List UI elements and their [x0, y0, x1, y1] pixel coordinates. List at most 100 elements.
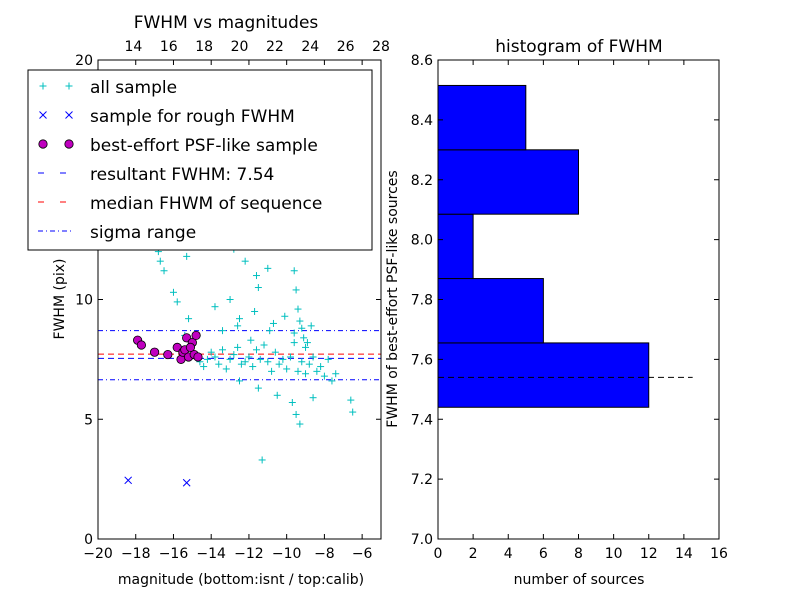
all-sample-point [347, 396, 355, 404]
legend-label-median-fwhm: median FHWM of sequence [90, 194, 322, 214]
all-sample-point [296, 317, 304, 325]
right-x-axis-label: number of sources [514, 572, 645, 588]
all-sample-point [169, 288, 177, 296]
legend-label-best-effort: best-effort PSF-like sample [90, 136, 318, 156]
right-x-tick-label: 8 [574, 546, 583, 562]
all-sample-point [234, 343, 242, 351]
all-sample-point [298, 324, 306, 332]
top-x-tick-label: 24 [301, 39, 319, 55]
best-effort-point [163, 349, 173, 360]
all-sample-point [281, 312, 289, 320]
right-x-tick-label: 12 [640, 546, 658, 562]
all-sample-point [283, 365, 291, 373]
all-sample-point [219, 327, 227, 335]
all-sample-point [298, 358, 306, 366]
all-sample-point [241, 257, 249, 265]
legend-box [27, 69, 373, 251]
all-sample-point [266, 327, 274, 335]
all-sample-point [292, 410, 300, 418]
all-sample-point [219, 346, 227, 354]
right-y-tick-label: 7.0 [411, 532, 433, 548]
rough-sample-point [124, 476, 133, 485]
all-sample-point [305, 360, 313, 368]
all-sample-point [290, 339, 298, 347]
all-sample-point [254, 384, 262, 392]
right-y-tick-label: 8.6 [411, 53, 433, 69]
legend-label-sigma-range: sigma range [90, 223, 196, 243]
left-x-tick-label: −6 [352, 546, 373, 562]
all-sample-point [230, 351, 238, 359]
all-sample-point [203, 355, 211, 363]
best-effort-point [193, 352, 203, 362]
top-x-tick-label: 26 [337, 39, 355, 55]
legend-label-resultant-fwhm: resultant FWHM: 7.54 [90, 165, 274, 185]
all-sample-point [211, 303, 219, 311]
left-y-tick-label: 10 [75, 293, 93, 309]
right-chart-panel: 0 2 4 6 8 10 12 14 16 7.0 7.2 7.4 7.6 7.8 8.0 8.2 8.4 8.6… [385, 37, 728, 588]
all-sample-point [185, 315, 193, 323]
left-y-tick-label: 20 [75, 53, 93, 69]
top-x-tick-label: 16 [160, 39, 178, 55]
all-sample-point [241, 358, 249, 366]
all-sample-point [156, 257, 164, 265]
left-x-tick-label: −10 [272, 546, 302, 562]
legend-marker-best-2 [64, 139, 74, 149]
all-sample-point [286, 353, 294, 361]
legend-label-rough-sample: sample for rough FWHM [90, 107, 295, 127]
legend-marker-all-2 [65, 82, 73, 90]
all-sample-point [254, 284, 262, 292]
right-chart-title: histogram of FWHM [495, 37, 662, 57]
all-sample-point [264, 358, 272, 366]
all-sample-point [309, 394, 317, 402]
right-x-tick-label: 6 [539, 546, 548, 562]
all-sample-point [309, 353, 317, 361]
all-sample-point [332, 370, 340, 378]
all-sample-point [252, 272, 260, 280]
all-sample-point [296, 420, 304, 428]
all-sample-point [307, 322, 315, 330]
all-sample-point [236, 315, 243, 323]
legend-marker-rough-1-b [39, 111, 47, 119]
top-x-tick-label: 18 [195, 39, 213, 55]
rough-sample-point-b [182, 478, 191, 487]
all-sample-point [207, 348, 215, 356]
left-chart-title: FWHM vs magnitudes [134, 13, 319, 33]
all-sample-point [236, 377, 243, 385]
left-y-axis-label: FWHM (pix) [52, 259, 68, 340]
all-sample-point [269, 319, 277, 327]
histogram-bar-2 [437, 213, 474, 280]
all-sample-point [251, 307, 259, 315]
all-sample-point [226, 355, 234, 363]
rough-sample-point [182, 478, 191, 487]
top-x-tick-label: 14 [124, 39, 142, 55]
left-y-tick-label: 5 [84, 412, 93, 428]
left-axes-ticks: −20 −18 −16 −14 −12 −10 −8 −6 14 16 18 20 22 24 26 28 0 5… [75, 39, 390, 562]
histogram-bars [437, 84, 650, 408]
all-sample-point [264, 264, 272, 272]
right-axes-ticks: 0 2 4 6 8 10 12 14 16 7.0 7.2 7.4 7.6 7.8 8.0 8.2 8.4 8.6 [411, 53, 728, 562]
all-sample-point [260, 341, 268, 349]
left-reference-lines [98, 330, 381, 381]
top-x-tick-label: 20 [231, 39, 249, 55]
rough-sample-point-b [124, 476, 133, 485]
left-x-tick-label: −18 [121, 546, 151, 562]
right-y-tick-label: 7.6 [411, 352, 433, 368]
histogram-bar-4 [437, 84, 527, 151]
legend-marker-all-1 [39, 82, 47, 90]
top-x-tick-label: 22 [266, 39, 284, 55]
top-x-tick-label: 28 [372, 39, 390, 55]
all-sample-point [173, 298, 181, 306]
all-sample-point [237, 360, 245, 368]
right-y-tick-label: 7.8 [411, 293, 433, 309]
right-y-tick-label: 7.2 [411, 472, 433, 488]
best-effort-point [150, 347, 160, 357]
right-y-tick-label: 8.2 [411, 173, 433, 189]
all-sample-point [349, 408, 357, 416]
all-sample-point [211, 353, 219, 361]
right-x-tick-label: 4 [504, 546, 513, 562]
all-sample-point [249, 363, 257, 371]
left-x-tick-label: −14 [196, 546, 226, 562]
right-y-tick-label: 8.0 [411, 233, 433, 249]
histogram-bar-0 [437, 342, 650, 408]
